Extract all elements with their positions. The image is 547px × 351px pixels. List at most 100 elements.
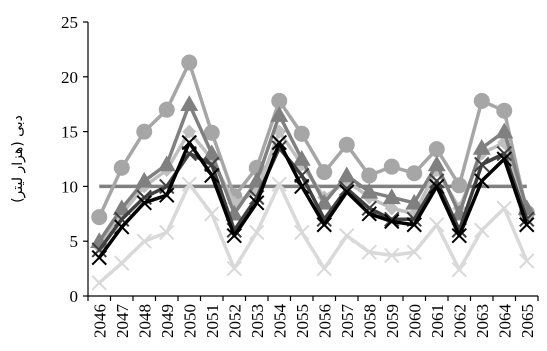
data-point (427, 155, 446, 172)
data-point (429, 178, 445, 195)
data-point-stroke (339, 180, 355, 197)
data-point-stroke (136, 233, 152, 249)
x-tick-label: 2063 (473, 304, 492, 338)
data-point (316, 164, 333, 181)
x-tick-label: 2052 (225, 304, 244, 338)
data-point-stroke (384, 213, 400, 230)
data-point (361, 206, 377, 222)
data-point (382, 188, 401, 205)
data-point (337, 166, 356, 183)
data-point (181, 176, 197, 192)
data-point-stroke (519, 253, 535, 269)
data-point-stroke (136, 195, 152, 211)
data-point (339, 228, 355, 244)
data-point-stroke (271, 134, 287, 151)
data-point (294, 178, 310, 195)
data-point (495, 122, 514, 139)
data-point-stroke (451, 261, 467, 278)
data-point-stroke (271, 176, 287, 192)
data-point-stroke (474, 222, 490, 238)
data-point (384, 211, 400, 227)
data-point-stroke (294, 224, 310, 241)
data-point (249, 224, 265, 241)
data-point (203, 124, 220, 141)
data-point-stroke (114, 255, 130, 271)
data-point (339, 180, 355, 197)
x-tick-label: 2055 (293, 304, 312, 338)
data-point (249, 195, 265, 211)
data-point-stroke (429, 178, 445, 195)
y-tick-label: 20 (61, 68, 78, 87)
data-point (136, 195, 152, 211)
data-point (472, 139, 491, 155)
data-point-stroke (384, 211, 400, 227)
x-tick-label: 2060 (405, 304, 424, 338)
data-point (204, 167, 220, 184)
data-point (292, 150, 311, 166)
data-point (316, 260, 332, 277)
x-tick-label: 2057 (338, 304, 357, 339)
data-point-stroke (159, 224, 175, 241)
data-point-stroke (519, 217, 535, 233)
data-point (406, 165, 423, 182)
data-point (226, 228, 242, 244)
x-tick-label: 2051 (203, 304, 222, 338)
data-point (474, 222, 490, 238)
y-tick-label: 15 (61, 123, 78, 142)
data-point-stroke (159, 187, 175, 203)
data-point (360, 182, 379, 199)
data-point (112, 199, 131, 216)
data-point-stroke (249, 224, 265, 241)
data-point (406, 217, 422, 233)
data-point (182, 124, 197, 139)
data-point (406, 244, 422, 260)
data-point-stroke (181, 134, 197, 151)
data-point-stroke (91, 242, 107, 258)
data-point-stroke (316, 211, 332, 227)
x-tick-label: 2054 (270, 304, 289, 339)
data-point (294, 224, 310, 241)
data-point (270, 106, 289, 122)
data-point (384, 201, 399, 216)
x-tick-label: 2047 (113, 304, 132, 339)
axes (83, 21, 539, 301)
data-point-stroke (496, 151, 512, 167)
data-point (204, 206, 220, 222)
data-point (136, 123, 153, 140)
x-tick-label: 2062 (450, 304, 469, 338)
data-point-stroke (496, 200, 512, 217)
x-tick-label: 2064 (495, 304, 514, 339)
data-point (474, 156, 490, 173)
y-axis-title: دبی (هزار لیتر) (10, 115, 26, 203)
series-line (97, 102, 529, 243)
data-point (429, 217, 445, 233)
data-point-stroke (204, 206, 220, 222)
data-point (496, 151, 512, 167)
data-point (428, 141, 445, 158)
data-point (316, 217, 332, 233)
data-point (135, 171, 154, 188)
data-point-stroke (136, 189, 152, 206)
x-tick-label: 2048 (135, 304, 154, 338)
data-point (91, 209, 108, 226)
data-point-stroke (294, 178, 310, 195)
data-point-stroke (361, 244, 377, 260)
data-point-stroke (384, 247, 400, 264)
data-point (293, 125, 310, 142)
data-point-stroke (474, 173, 490, 189)
data-point (91, 275, 107, 291)
x-tick-label: 2046 (90, 304, 109, 338)
series-line (98, 182, 529, 285)
data-point-stroke (451, 228, 467, 244)
x-tick-label: 2053 (248, 304, 267, 338)
data-point-stroke (226, 260, 242, 277)
data-point-stroke (91, 275, 107, 291)
data-point-stroke (114, 219, 130, 235)
data-point (159, 224, 175, 241)
series-line (97, 146, 529, 252)
data-point (474, 173, 490, 189)
x-tick-label: 2050 (180, 304, 199, 338)
data-point (202, 144, 221, 161)
data-point-stroke (406, 217, 422, 233)
data-point (473, 92, 490, 109)
